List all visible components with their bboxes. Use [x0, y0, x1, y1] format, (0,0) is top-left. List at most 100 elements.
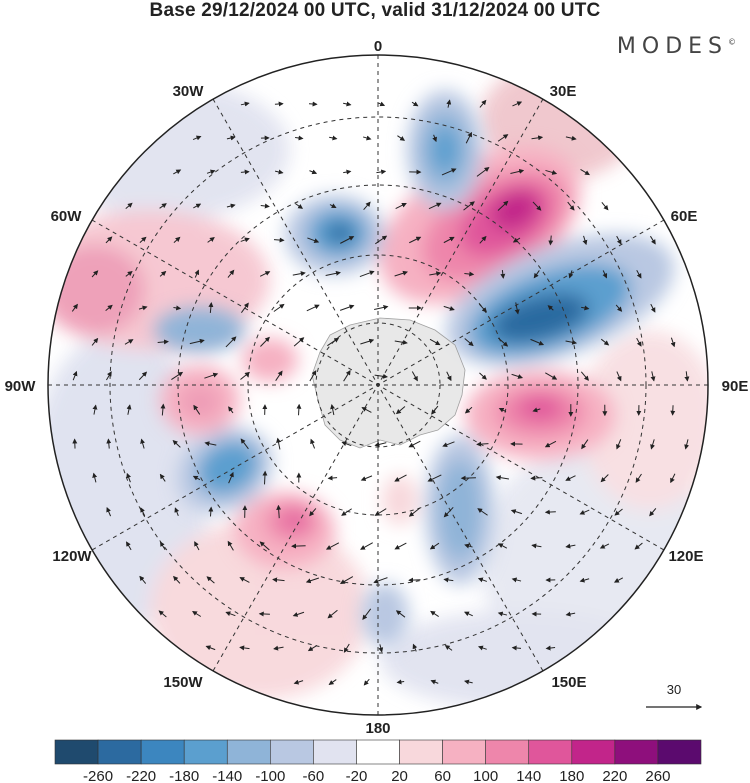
wind-arrow: [91, 270, 99, 278]
wind-arrow: [360, 475, 373, 481]
wind-arrow: [125, 270, 133, 277]
wind-arrow: [477, 577, 487, 583]
wind-arrow: [411, 101, 419, 107]
wind-arrow: [228, 471, 234, 484]
wind-arrow: [511, 645, 522, 651]
wind-arrow: [239, 577, 250, 583]
colorbar-swatch: [442, 739, 486, 765]
wind-arrow: [429, 338, 441, 346]
wind-arrow: [72, 370, 78, 381]
lon-label-90e: 90E: [722, 378, 749, 395]
wind-arrow: [329, 135, 338, 141]
wind-arrow: [544, 440, 557, 448]
wind-arrow: [105, 236, 113, 244]
wind-arrow: [208, 506, 214, 517]
wind-arrow: [305, 577, 320, 584]
wind-arrow: [275, 370, 283, 381]
wind-arrow: [497, 200, 509, 211]
wind-arrow: [225, 611, 236, 617]
wind-arrow: [460, 475, 476, 481]
wind-arrow: [240, 237, 250, 243]
colorbar-tick-label: 260: [645, 768, 670, 783]
wind-arrow: [206, 169, 216, 175]
wind-arrow: [565, 543, 576, 549]
wind-arrow: [614, 508, 623, 516]
wind-arrow: [531, 543, 542, 549]
wind-arrow: [497, 543, 508, 549]
colorbar-tick-label: -100: [255, 768, 285, 783]
wind-arrow: [343, 169, 352, 175]
wind-arrow: [568, 270, 574, 279]
wind-arrow: [477, 508, 488, 516]
wind-arrow: [684, 371, 690, 382]
colorbar-swatch: [571, 739, 616, 765]
colorbar-swatch: [140, 739, 185, 765]
wind-arrow: [565, 339, 578, 345]
wind-arrow: [226, 135, 236, 141]
wind-arrow: [126, 404, 132, 415]
wind-arrow: [443, 305, 455, 311]
lon-label-60w: 60W: [51, 208, 83, 225]
wind-arrow: [395, 202, 407, 210]
wind-arrow: [158, 610, 167, 618]
wind-arrow: [227, 540, 234, 551]
wind-arrow: [378, 644, 384, 653]
wind-arrow: [296, 403, 302, 416]
map-title: Base 29/12/2024 00 UTC, valid 31/12/2024…: [149, 0, 601, 21]
colorbar-swatch: [54, 739, 99, 765]
wind-arrow: [429, 271, 442, 277]
wind-arrow: [206, 576, 215, 584]
wind-arrow: [373, 577, 388, 584]
wind-arrow: [293, 337, 305, 347]
wind-arrow: [341, 441, 352, 447]
wind-arrow: [530, 475, 543, 481]
wind-arrow: [581, 439, 589, 450]
wind-arrow: [510, 168, 525, 175]
wind-arrow: [189, 338, 205, 345]
wind-arrow: [310, 438, 316, 449]
wind-arrow: [613, 577, 624, 583]
wind-arrow: [567, 201, 575, 211]
wind-arrow: [446, 371, 452, 382]
wind-arrow: [363, 201, 371, 211]
wind-arrow: [307, 645, 318, 652]
colorbar-tick-label: -180: [169, 768, 199, 783]
wind-arrow: [531, 135, 544, 141]
wind-arrow: [343, 643, 350, 653]
colorbar-tick-label: -60: [303, 768, 325, 783]
wind-arrow: [409, 236, 422, 244]
wind-arrow: [512, 101, 523, 107]
wind-arrow: [684, 439, 690, 450]
colorbar-tick-label: -140: [212, 768, 242, 783]
wind-arrow: [443, 506, 454, 518]
lon-label-60e: 60E: [671, 208, 698, 225]
lon-label-120w: 120W: [52, 548, 92, 565]
wind-arrow: [274, 101, 284, 107]
wind-arrow: [650, 303, 656, 313]
wind-arrow: [510, 509, 523, 515]
wind-arrow: [545, 372, 558, 380]
wind-arrow: [259, 541, 270, 551]
wind-arrow: [432, 134, 437, 143]
wind-arrow: [259, 271, 271, 277]
wind-arrow: [192, 135, 202, 141]
colorbar-swatch: [614, 739, 659, 765]
wind-arrow: [599, 543, 610, 549]
wind-arrow: [565, 611, 576, 617]
wind-arrow: [497, 337, 509, 347]
lon-label-0: 0: [374, 38, 382, 55]
wind-arrow: [295, 203, 304, 209]
wind-arrow: [225, 336, 237, 348]
wind-arrow: [274, 169, 284, 175]
wind-arrow: [396, 679, 405, 685]
wind-arrow: [580, 371, 589, 381]
wind-arrow: [273, 303, 285, 312]
wind-arrow: [616, 439, 622, 450]
wind-arrow: [340, 236, 355, 244]
wind-arrow: [159, 203, 167, 209]
wind-arrow: [565, 475, 576, 481]
wind-arrow: [292, 271, 306, 277]
colorbar-tick-label: 100: [473, 768, 498, 783]
wind-arrow: [464, 611, 473, 617]
